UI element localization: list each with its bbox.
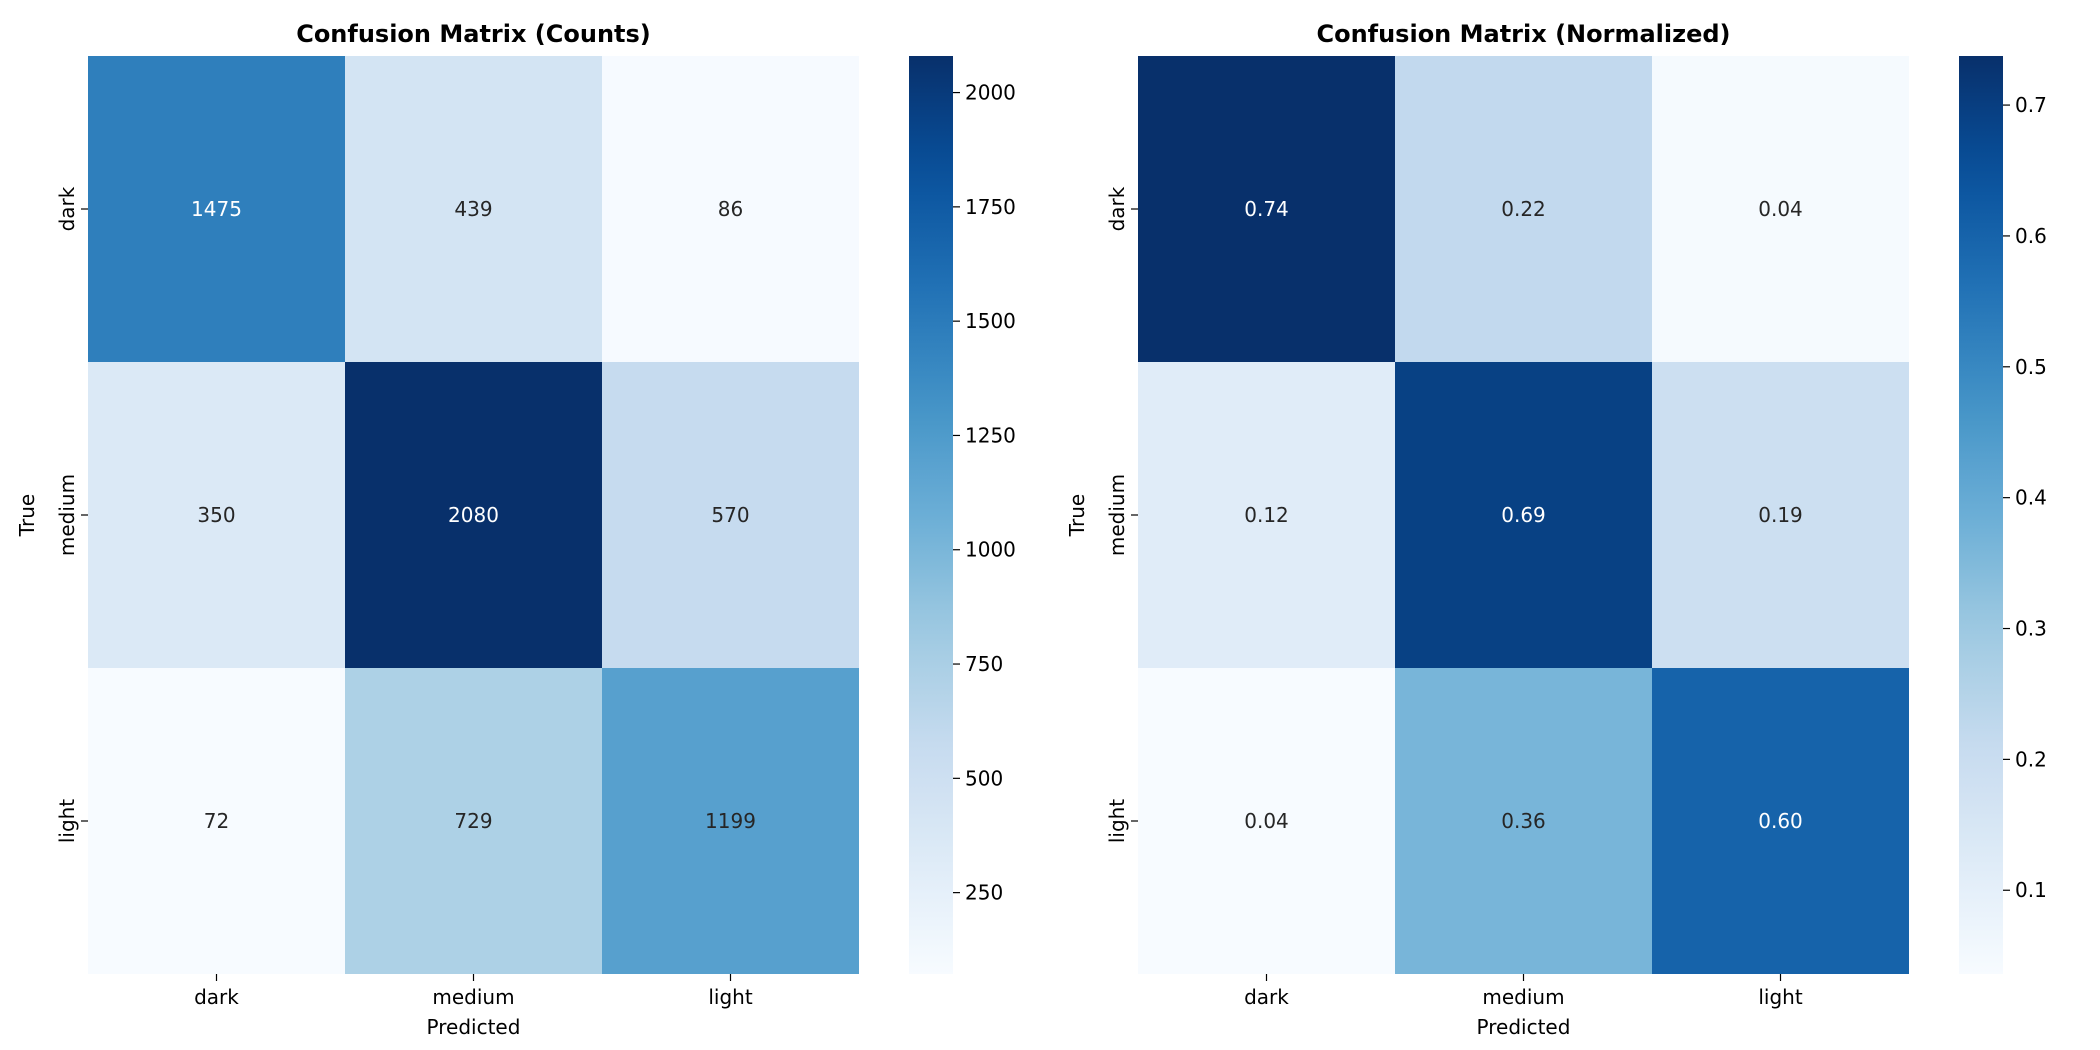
heatmap-cell [602, 56, 859, 362]
heatmap-cell [1652, 362, 1909, 668]
cell-value-label: 86 [718, 197, 743, 221]
counts-heatmap-panel: Confusion Matrix (Counts) 1475 439 86 350 208… [15, 20, 1016, 1039]
x-tick-label: dark [1244, 985, 1289, 1009]
cell-value-label: 72 [204, 809, 229, 833]
normalized-heatmap-panel: Confusion Matrix (Normalized) 0.74 0.22 0.0… [1065, 20, 2047, 1039]
x-tick-label: medium [432, 985, 514, 1009]
chart-title: Confusion Matrix (Normalized) [1316, 20, 1730, 48]
cell-value-label: 0.22 [1501, 197, 1546, 221]
y-tick-label: dark [55, 186, 79, 231]
x-axis-label: Predicted [427, 1015, 521, 1039]
cell-value-label: 0.36 [1501, 809, 1546, 833]
cell-value-label: 0.69 [1501, 503, 1546, 527]
x-tick-label: dark [194, 985, 239, 1009]
heatmap-cell [1395, 362, 1652, 668]
x-axis-label: Predicted [1477, 1015, 1571, 1039]
chart-title: Confusion Matrix (Counts) [296, 20, 651, 48]
colorbar-tick-label: 0.6 [2015, 224, 2047, 248]
colorbar-tick-label: 0.3 [2015, 617, 2047, 641]
x-tick-label: light [708, 985, 752, 1009]
cell-value-label: 1475 [191, 197, 242, 221]
colorbar-tick-label: 500 [965, 766, 1003, 790]
cell-value-label: 439 [454, 197, 492, 221]
colorbar-tick-label: 2000 [965, 81, 1016, 105]
heatmap-cell [1395, 56, 1652, 362]
cell-value-label: 0.12 [1244, 503, 1289, 527]
cell-value-label: 570 [711, 503, 749, 527]
y-axis-label: True [1065, 494, 1089, 537]
cell-value-label: 0.19 [1758, 503, 1803, 527]
y-tick-label: light [55, 799, 79, 843]
heatmap-cell [602, 362, 859, 668]
colorbar [1959, 56, 2003, 974]
colorbar-tick-label: 0.5 [2015, 355, 2047, 379]
y-tick-label: light [1105, 799, 1129, 843]
cell-value-label: 2080 [448, 503, 499, 527]
y-tick-label: medium [55, 474, 79, 556]
heatmap-cell [88, 362, 345, 668]
cell-value-label: 1199 [705, 809, 756, 833]
colorbar-tick-label: 1000 [965, 538, 1016, 562]
colorbar-tick-label: 0.4 [2015, 486, 2047, 510]
y-axis-label: True [15, 494, 39, 537]
heatmap-cell [1652, 668, 1909, 974]
heatmap-cell [88, 668, 345, 974]
colorbar-tick-label: 1500 [965, 309, 1016, 333]
colorbar-tick-label: 0.7 [2015, 93, 2047, 117]
cell-value-label: 0.04 [1244, 809, 1289, 833]
colorbar-tick-label: 1750 [965, 195, 1016, 219]
x-tick-label: light [1758, 985, 1802, 1009]
heatmap-cell [602, 668, 859, 974]
heatmap-cell [345, 668, 602, 974]
colorbar-tick-label: 750 [965, 652, 1003, 676]
colorbar-tick-label: 0.2 [2015, 747, 2047, 771]
colorbar-tick-label: 1250 [965, 423, 1016, 447]
colorbar [909, 56, 953, 974]
heatmap-cell [345, 362, 602, 668]
cell-value-label: 0.60 [1758, 809, 1803, 833]
heatmap-cell [345, 56, 602, 362]
cell-value-label: 729 [454, 809, 492, 833]
cell-value-label: 0.74 [1244, 197, 1289, 221]
cell-value-label: 350 [197, 503, 235, 527]
heatmap-cell [1138, 56, 1395, 362]
y-tick-label: dark [1105, 186, 1129, 231]
heatmap-cell [1652, 56, 1909, 362]
colorbar-tick-label: 250 [965, 881, 1003, 905]
heatmap-cell [88, 56, 345, 362]
y-tick-label: medium [1105, 474, 1129, 556]
x-tick-label: medium [1482, 985, 1564, 1009]
colorbar-tick-label: 0.1 [2015, 878, 2047, 902]
heatmap-cell [1138, 362, 1395, 668]
heatmap-cell [1395, 668, 1652, 974]
heatmap-cell [1138, 668, 1395, 974]
cell-value-label: 0.04 [1758, 197, 1803, 221]
